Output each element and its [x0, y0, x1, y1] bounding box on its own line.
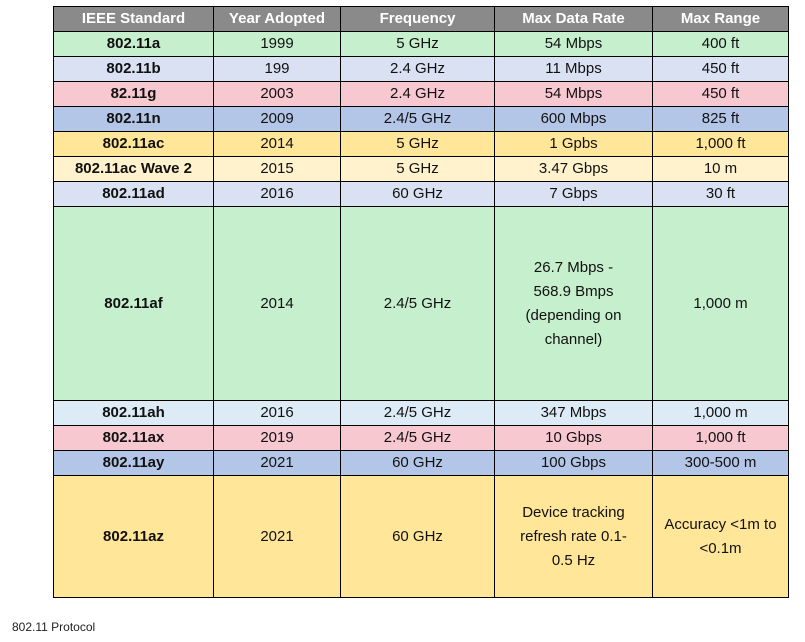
table-row: 802.11af 2014 2.4/5 GHz 26.7 Mbps - 568.… — [53, 206, 789, 401]
cell-frequency: 60 GHz — [340, 475, 495, 598]
cell-standard: 802.11ac Wave 2 — [53, 156, 214, 182]
cell-range: 300-500 m — [652, 450, 789, 476]
cell-range: 30 ft — [652, 181, 789, 207]
cell-standard: 802.11ad — [53, 181, 214, 207]
cell-range: 400 ft — [652, 31, 789, 57]
cell-year: 2014 — [213, 206, 341, 401]
cell-range: 1,000 ft — [652, 425, 789, 451]
cell-rate: 26.7 Mbps - 568.9 Bmps (depending on cha… — [494, 206, 653, 401]
cell-rate: 600 Mbps — [494, 106, 653, 132]
cell-year: 2003 — [213, 81, 341, 107]
cell-range: 1,000 m — [652, 206, 789, 401]
cell-frequency: 5 GHz — [340, 156, 495, 182]
cell-standard: 802.11a — [53, 31, 214, 57]
cell-rate: 54 Mbps — [494, 81, 653, 107]
cell-frequency: 5 GHz — [340, 131, 495, 157]
cell-year: 1999 — [213, 31, 341, 57]
cell-standard: 802.11az — [53, 475, 214, 598]
header-max-range: Max Range — [652, 6, 789, 32]
cell-frequency: 2.4/5 GHz — [340, 106, 495, 132]
table-row: 802.11ac Wave 2 2015 5 GHz 3.47 Gbps 10 … — [53, 156, 789, 182]
cell-frequency: 60 GHz — [340, 181, 495, 207]
table-row: 802.11ax 2019 2.4/5 GHz 10 Gbps 1,000 ft — [53, 425, 789, 451]
cell-range: 1,000 ft — [652, 131, 789, 157]
cell-range: 450 ft — [652, 81, 789, 107]
cell-year: 199 — [213, 56, 341, 82]
cell-year: 2021 — [213, 450, 341, 476]
cell-year: 2015 — [213, 156, 341, 182]
cell-rate: 10 Gbps — [494, 425, 653, 451]
table-row: 802.11ay 2021 60 GHz 100 Gbps 300-500 m — [53, 450, 789, 476]
table-row: 82.11g 2003 2.4 GHz 54 Mbps 450 ft — [53, 81, 789, 107]
table-row: 802.11ac 2014 5 GHz 1 Gpbs 1,000 ft — [53, 131, 789, 157]
cell-range: 10 m — [652, 156, 789, 182]
cell-rate: 7 Gbps — [494, 181, 653, 207]
cell-standard: 802.11n — [53, 106, 214, 132]
cell-frequency: 5 GHz — [340, 31, 495, 57]
cell-standard: 802.11ah — [53, 400, 214, 426]
cell-standard: 82.11g — [53, 81, 214, 107]
cell-year: 2021 — [213, 475, 341, 598]
header-year-adopted: Year Adopted — [213, 6, 341, 32]
header-ieee-standard: IEEE Standard — [53, 6, 214, 32]
cell-standard: 802.11b — [53, 56, 214, 82]
table-row: 802.11n 2009 2.4/5 GHz 600 Mbps 825 ft — [53, 106, 789, 132]
cell-standard: 802.11ac — [53, 131, 214, 157]
table-row: 802.11b 199 2.4 GHz 11 Mbps 450 ft — [53, 56, 789, 82]
cell-year: 2019 — [213, 425, 341, 451]
table-row: 802.11az 2021 60 GHz Device tracking ref… — [53, 475, 789, 598]
cell-frequency: 60 GHz — [340, 450, 495, 476]
cell-year: 2009 — [213, 106, 341, 132]
figure-caption: 802.11 Protocol — [12, 620, 96, 634]
cell-year: 2016 — [213, 400, 341, 426]
cell-frequency: 2.4/5 GHz — [340, 400, 495, 426]
cell-rate: 1 Gpbs — [494, 131, 653, 157]
cell-range: Accuracy <1m to <0.1m — [652, 475, 789, 598]
ieee-standards-table: IEEE Standard Year Adopted Frequency Max… — [53, 6, 789, 598]
cell-frequency: 2.4 GHz — [340, 56, 495, 82]
cell-rate: 54 Mbps — [494, 31, 653, 57]
table-row: 802.11ah 2016 2.4/5 GHz 347 Mbps 1,000 m — [53, 400, 789, 426]
cell-frequency: 2.4/5 GHz — [340, 206, 495, 401]
cell-standard: 802.11ax — [53, 425, 214, 451]
header-max-data-rate: Max Data Rate — [494, 6, 653, 32]
cell-range: 1,000 m — [652, 400, 789, 426]
cell-year: 2014 — [213, 131, 341, 157]
cell-frequency: 2.4 GHz — [340, 81, 495, 107]
cell-rate: 100 Gbps — [494, 450, 653, 476]
table-row: 802.11a 1999 5 GHz 54 Mbps 400 ft — [53, 31, 789, 57]
cell-frequency: 2.4/5 GHz — [340, 425, 495, 451]
cell-rate: Device tracking refresh rate 0.1- 0.5 Hz — [494, 475, 653, 598]
cell-standard: 802.11af — [53, 206, 214, 401]
cell-range: 450 ft — [652, 56, 789, 82]
table-header-row: IEEE Standard Year Adopted Frequency Max… — [53, 6, 789, 32]
cell-rate: 347 Mbps — [494, 400, 653, 426]
cell-range: 825 ft — [652, 106, 789, 132]
header-frequency: Frequency — [340, 6, 495, 32]
cell-rate: 3.47 Gbps — [494, 156, 653, 182]
cell-standard: 802.11ay — [53, 450, 214, 476]
cell-year: 2016 — [213, 181, 341, 207]
cell-rate: 11 Mbps — [494, 56, 653, 82]
table-row: 802.11ad 2016 60 GHz 7 Gbps 30 ft — [53, 181, 789, 207]
